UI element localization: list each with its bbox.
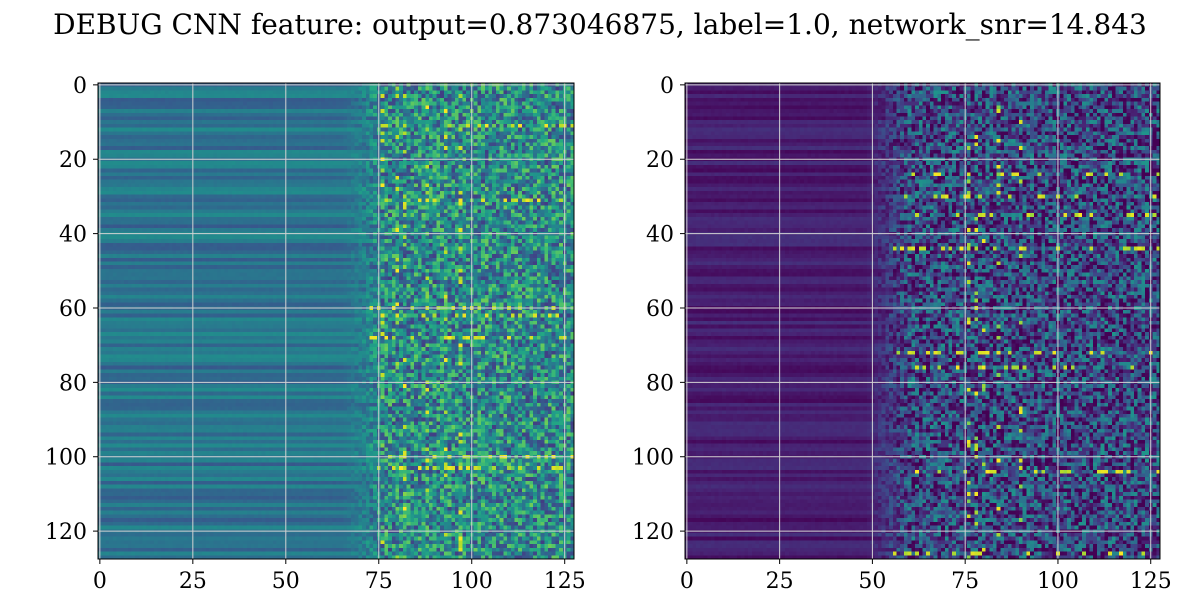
y-tick-label: 0 — [660, 74, 674, 99]
x-tick-label: 50 — [858, 569, 886, 594]
x-tick-label: 50 — [272, 569, 300, 594]
x-tick-label: 100 — [1037, 569, 1079, 594]
axes-frame — [97, 82, 575, 560]
y-tick-label: 60 — [59, 297, 87, 322]
y-tick-label: 80 — [646, 371, 674, 396]
x-tick-label: 125 — [544, 569, 586, 594]
x-tick-label: 75 — [951, 569, 979, 594]
y-tick-label: 0 — [73, 74, 87, 99]
x-tick-label: 75 — [365, 569, 393, 594]
x-tick-label: 100 — [451, 569, 493, 594]
y-tick-label: 120 — [45, 520, 87, 545]
y-tick-label: 20 — [646, 148, 674, 173]
right-heatmap-axes: 0 25 50 75 100 125 0 20 40 60 80 100 120 — [632, 74, 1172, 594]
y-tick-label: 100 — [45, 446, 87, 471]
x-tick-label: 25 — [766, 569, 794, 594]
x-tick-label: 0 — [93, 569, 107, 594]
y-tick-label: 120 — [632, 520, 674, 545]
left-heatmap-axes: 0 25 50 75 100 125 0 20 40 60 80 100 120 — [45, 74, 586, 594]
y-tick-label: 20 — [59, 148, 87, 173]
x-tick-label: 25 — [179, 569, 207, 594]
heatmap-image — [98, 83, 574, 559]
figure-title: DEBUG CNN feature: output=0.873046875, l… — [53, 8, 1147, 41]
axes-frame — [684, 82, 1161, 560]
y-tick-label: 40 — [59, 223, 87, 248]
heatmap-image — [685, 83, 1160, 559]
y-tick-label: 100 — [632, 446, 674, 471]
y-tick-label: 60 — [646, 297, 674, 322]
y-tick-label: 40 — [646, 223, 674, 248]
y-tick-label: 80 — [59, 371, 87, 396]
x-tick-label: 125 — [1130, 569, 1172, 594]
x-tick-label: 0 — [680, 569, 694, 594]
